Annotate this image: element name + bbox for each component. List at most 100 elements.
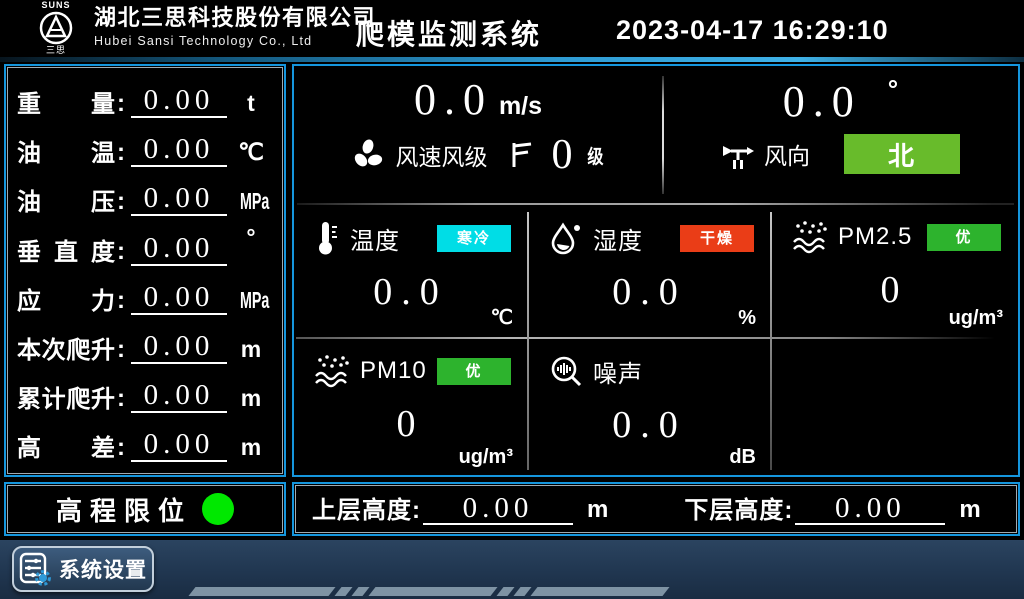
measure-value: 0.00 bbox=[131, 134, 227, 168]
company-logo: SUNS 三思 bbox=[26, 1, 86, 56]
wind-speed-section: 0.0 m/s 风速风级 0 级 bbox=[294, 66, 662, 203]
grid-divider-horizontal-1 bbox=[297, 203, 1014, 205]
sensor-unit: % bbox=[738, 307, 756, 329]
droplet-icon bbox=[551, 222, 580, 255]
elevation-limit-label: 高程限位 bbox=[55, 495, 192, 526]
measure-unit: ° bbox=[246, 224, 256, 251]
wind-level-value: 0 bbox=[551, 132, 573, 178]
measurements-panel-frame bbox=[7, 67, 283, 474]
sensor-name: 噪声 bbox=[593, 361, 643, 388]
measure-unit: m bbox=[240, 434, 262, 460]
sensor-name: PM2.5 bbox=[838, 223, 913, 250]
company-name-cn: 湖北三思科技股份有限公司 bbox=[94, 5, 377, 30]
footer-decorative-stripe bbox=[188, 587, 670, 596]
sensor-cell-pm25: PM2.5 优 0 ug/m³ bbox=[772, 205, 1017, 336]
measure-value: 0.00 bbox=[131, 331, 227, 364]
layer-heights-panel: 上层高度 : 0.00 m 下层高度 : 0.00 m bbox=[292, 482, 1020, 536]
system-settings-button[interactable]: 系统设置 bbox=[12, 546, 154, 592]
sensor-name: 湿度 bbox=[593, 227, 643, 255]
sensor-unit: ug/m³ bbox=[948, 307, 1003, 329]
lower-height-group: 下层高度 : 0.00 m bbox=[684, 492, 981, 525]
sensor-cell-pm10: PM10 优 0 ug/m³ bbox=[294, 339, 527, 475]
sensor-name: 温度 bbox=[350, 227, 400, 255]
measure-label: 垂直度 bbox=[17, 238, 115, 266]
dust-particles-icon bbox=[315, 355, 349, 388]
elevation-limit-frame bbox=[7, 485, 283, 533]
wind-speed-label: 风速风级 bbox=[395, 144, 488, 170]
beaufort-flag-icon bbox=[512, 142, 532, 167]
measure-value: 0.00 bbox=[131, 183, 227, 217]
company-name: 湖北三思科技股份有限公司 Hubei Sansi Technology Co.,… bbox=[94, 4, 376, 50]
measure-unit: t bbox=[247, 90, 255, 117]
logo-top-text: SUNS bbox=[41, 0, 71, 10]
suns-emblem-icon bbox=[39, 11, 73, 45]
grid-divider-vertical-2 bbox=[770, 212, 772, 470]
sensor-cell-temperature: 温度 寒冷 0.0 ℃ bbox=[294, 205, 527, 336]
logo-bottom-text: 三思 bbox=[45, 45, 66, 55]
header-bar: SUNS 三思 湖北三思科技股份有限公司 Hubei Sansi Technol… bbox=[0, 0, 1024, 57]
sensor-unit: ug/m³ bbox=[458, 446, 513, 468]
measure-row-weight: 重量 : 0.00 t bbox=[17, 75, 271, 124]
sliders-gear-icon bbox=[19, 552, 51, 586]
measure-label: 重量 bbox=[17, 91, 115, 119]
company-name-en: Hubei Sansi Technology Co., Ltd bbox=[94, 34, 313, 48]
sensor-cell-empty bbox=[772, 339, 1017, 475]
measure-label: 本次爬升 bbox=[17, 336, 115, 364]
page-title: 爬模监测系统 bbox=[356, 19, 543, 50]
lower-height-value: 0.00 bbox=[795, 493, 946, 525]
sensor-value: 0.0 bbox=[612, 271, 687, 313]
measure-row-current-climb: 本次爬升 : 0.00 m bbox=[17, 321, 271, 370]
upper-height-value: 0.00 bbox=[423, 493, 573, 525]
status-badge: 寒冷 bbox=[437, 224, 511, 252]
upper-height-unit: m bbox=[587, 496, 609, 523]
footer-bar: 系统设置 bbox=[0, 540, 1024, 599]
measure-value: 0.00 bbox=[131, 380, 227, 413]
sensor-cell-noise: 噪声 0.0 dB bbox=[529, 339, 770, 475]
sensor-value: 0 bbox=[396, 403, 425, 445]
dust-particles-icon bbox=[793, 221, 827, 254]
wind-speed-value: 0.0 bbox=[413, 75, 493, 124]
sensor-value: 0.0 bbox=[612, 404, 687, 446]
sensor-unit: ℃ bbox=[490, 307, 513, 329]
wind-direction-label: 风向 bbox=[764, 143, 810, 169]
thermometer-icon bbox=[319, 222, 337, 255]
measure-label: 油压 bbox=[17, 189, 115, 217]
elevation-limit-indicator bbox=[202, 493, 234, 525]
upper-height-group: 上层高度 : 0.00 m bbox=[312, 492, 609, 525]
lower-height-label: 下层高度 bbox=[684, 497, 785, 524]
measure-label: 累计爬升 bbox=[17, 385, 115, 413]
environment-panel: 0.0 m/s 风速风级 0 级 bbox=[292, 64, 1020, 477]
wind-direction-unit: ° bbox=[887, 74, 899, 104]
datetime-display: 2023-04-17 16:29:10 bbox=[616, 15, 889, 45]
measure-value: 0.00 bbox=[131, 233, 227, 266]
measure-unit: m bbox=[240, 335, 262, 362]
status-badge: 优 bbox=[927, 223, 1001, 251]
sensor-cell-humidity: 湿度 干燥 0.0 % bbox=[529, 205, 770, 336]
lower-height-unit: m bbox=[959, 496, 981, 523]
measure-value: 0.00 bbox=[131, 429, 227, 462]
measure-row-total-climb: 累计爬升 : 0.00 m bbox=[17, 370, 271, 419]
measure-label: 高差 bbox=[17, 435, 115, 462]
grid-divider-horizontal-2 bbox=[296, 337, 1002, 339]
wind-speed-unit: m/s bbox=[498, 92, 543, 120]
measure-unit: m bbox=[240, 384, 262, 411]
measure-unit: MPa bbox=[239, 286, 270, 313]
wind-direction-button[interactable]: 北 bbox=[844, 134, 960, 174]
status-badge: 优 bbox=[437, 357, 511, 385]
measure-row-oil-temp: 油温 : 0.00 ℃ bbox=[17, 124, 271, 173]
status-badge: 干燥 bbox=[680, 224, 754, 252]
measure-label: 应力 bbox=[17, 287, 115, 315]
sound-magnifier-icon bbox=[551, 356, 582, 386]
header-divider-band bbox=[0, 57, 1024, 62]
wind-vane-icon bbox=[723, 146, 754, 169]
wind-level-unit: 级 bbox=[587, 146, 605, 168]
layer-heights-frame bbox=[295, 485, 1017, 533]
sensor-unit: dB bbox=[729, 446, 756, 468]
measure-row-height-diff: 高差 : 0.00 m bbox=[17, 419, 271, 468]
measure-label: 油温 bbox=[17, 140, 115, 168]
measure-row-oil-pressure: 油压 : 0.00 MPa bbox=[17, 182, 270, 217]
wind-direction-value: 0.0 bbox=[782, 77, 862, 126]
sensor-value: 0 bbox=[880, 269, 909, 311]
sensor-value: 0.0 bbox=[373, 271, 448, 313]
wind-section-divider bbox=[662, 76, 664, 194]
